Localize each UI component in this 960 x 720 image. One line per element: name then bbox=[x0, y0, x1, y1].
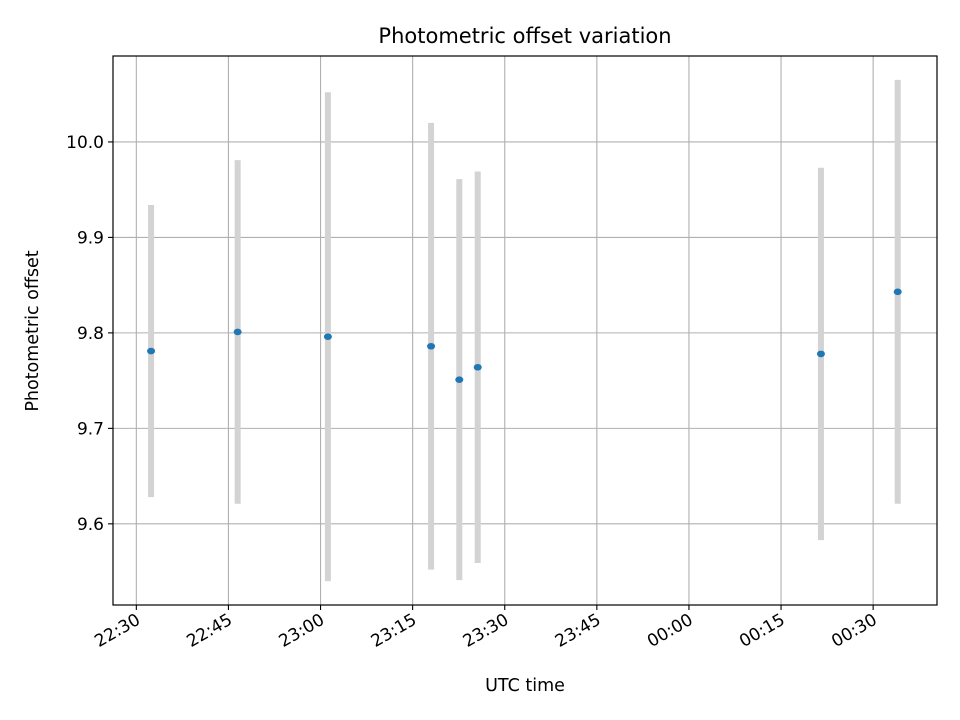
grid bbox=[113, 56, 937, 605]
y-axis: 9.6 9.7 9.8 9.9 10.0 bbox=[66, 133, 113, 535]
x-axis-label: UTC time bbox=[485, 676, 565, 696]
y-tick-label: 9.8 bbox=[77, 324, 104, 344]
data-point bbox=[323, 333, 332, 341]
chart-title: Photometric offset variation bbox=[378, 24, 671, 48]
data-point bbox=[147, 347, 156, 355]
data-point bbox=[893, 288, 902, 296]
data-points bbox=[147, 288, 902, 383]
y-axis-label: Photometric offset bbox=[23, 250, 43, 411]
data-point bbox=[233, 328, 242, 336]
data-point bbox=[455, 376, 464, 383]
data-point bbox=[473, 363, 482, 371]
plot-frame bbox=[112, 55, 938, 606]
data-point bbox=[816, 350, 825, 358]
y-tick-label: 9.7 bbox=[77, 419, 104, 439]
y-tick-label: 9.6 bbox=[77, 515, 104, 535]
y-tick-label: 9.9 bbox=[77, 228, 104, 248]
y-tick-label: 10.0 bbox=[66, 133, 104, 153]
data-point bbox=[427, 342, 436, 350]
